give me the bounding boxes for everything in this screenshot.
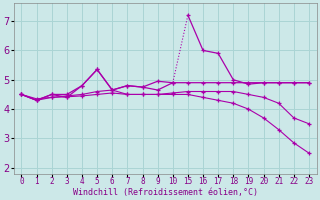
X-axis label: Windchill (Refroidissement éolien,°C): Windchill (Refroidissement éolien,°C): [73, 188, 258, 197]
